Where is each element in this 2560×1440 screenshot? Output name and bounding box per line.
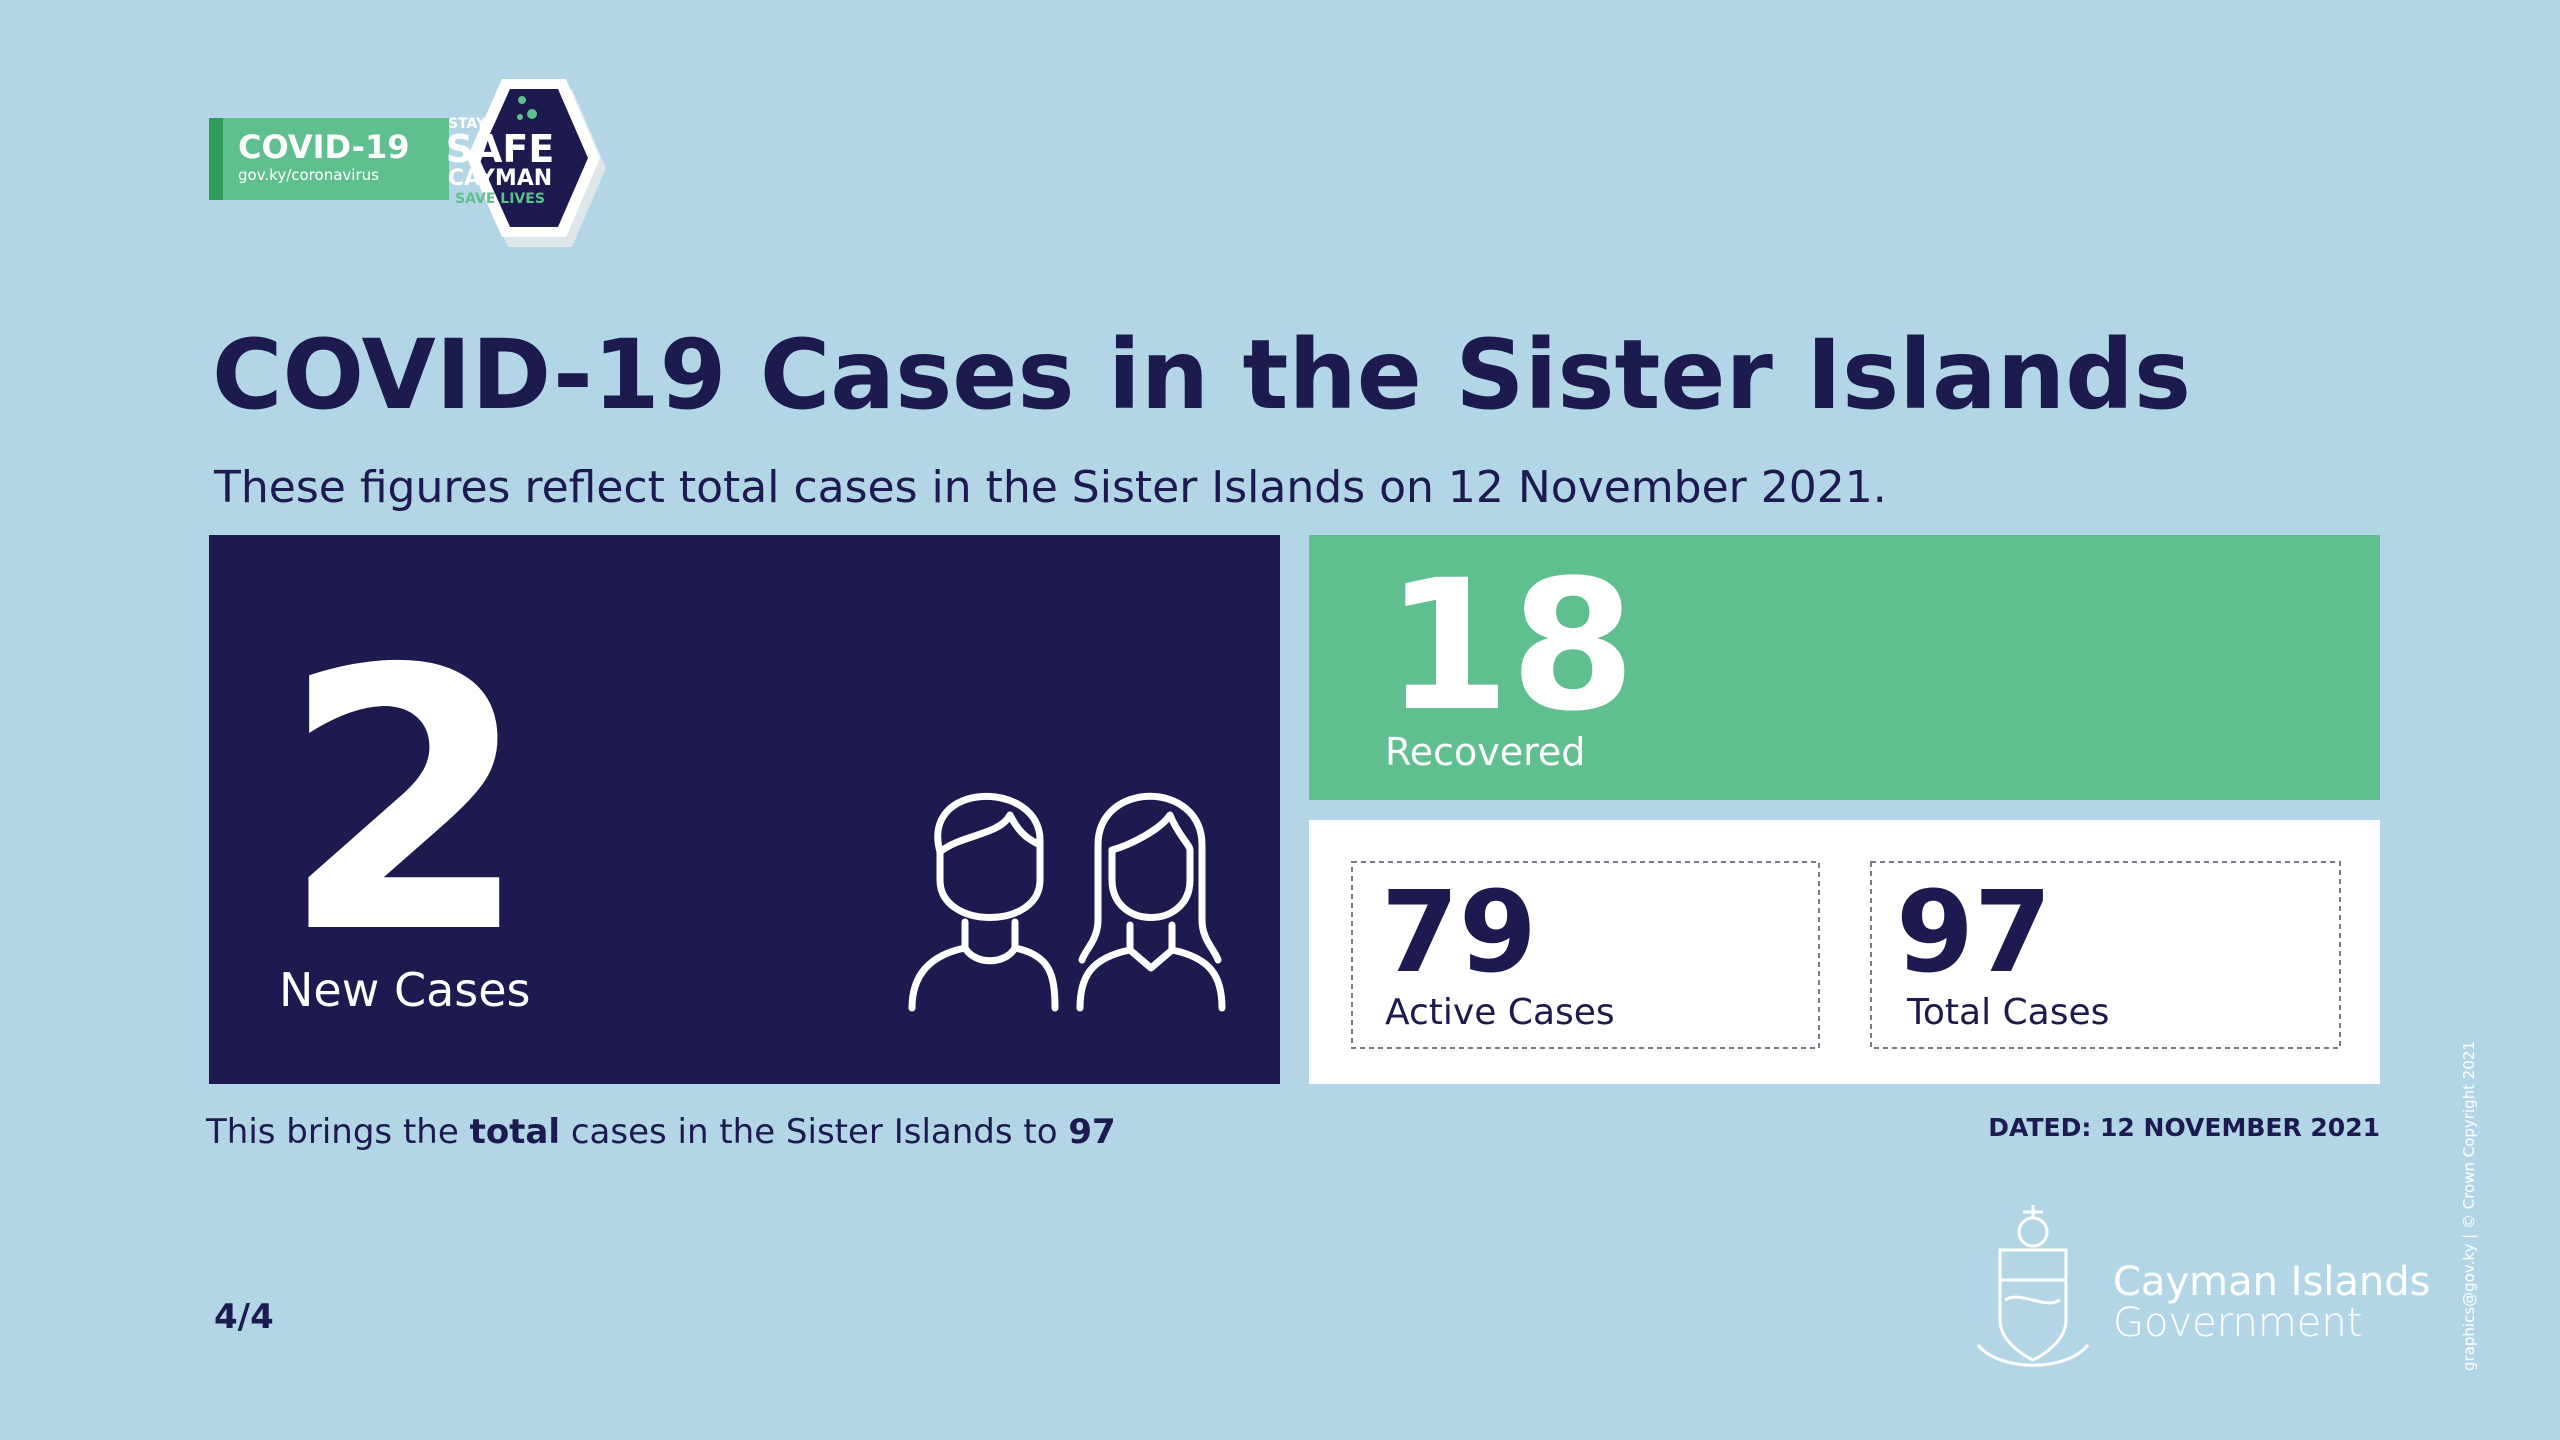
logo-dot bbox=[527, 109, 537, 119]
recovered-value: 18 bbox=[1385, 542, 1636, 751]
active-label: Active Cases bbox=[1385, 992, 1615, 1033]
active-box bbox=[1351, 861, 1820, 1049]
logo-stripe bbox=[209, 118, 223, 200]
logo-cayman: CAYMAN bbox=[448, 166, 552, 191]
active-total-panel bbox=[1309, 820, 2380, 1084]
logo-dot bbox=[517, 114, 523, 120]
new-cases-label: New Cases bbox=[279, 963, 531, 1017]
coat-of-arms bbox=[1976, 1205, 2090, 1367]
logo-stay: STAY bbox=[448, 116, 487, 132]
logo-save-lives: SAVE LIVES bbox=[455, 191, 545, 207]
new-cases-value: 2 bbox=[280, 593, 531, 1012]
logo-dot bbox=[518, 96, 526, 104]
covid-logo: COVID-19 gov.ky/coronavirus STAY SAFE CA… bbox=[209, 79, 606, 247]
summary-after: cases in the Sister Islands to bbox=[571, 1112, 1058, 1152]
copyright: graphics@gov.ky | © Crown Copyright 2021 bbox=[2460, 1041, 2478, 1371]
summary-bold: total bbox=[470, 1112, 560, 1152]
recovered-label: Recovered bbox=[1385, 730, 1585, 774]
page-number: 4/4 bbox=[214, 1297, 274, 1337]
recovered-panel bbox=[1309, 535, 2380, 800]
subtitle: These figures reflect total cases in the… bbox=[213, 462, 1887, 513]
active-value: 79 bbox=[1381, 868, 1537, 998]
logo-badge-text: COVID-19 bbox=[238, 128, 409, 166]
summary: This brings the total cases in the Siste… bbox=[205, 1112, 1116, 1152]
title: COVID-19 Cases in the Sister Islands bbox=[212, 319, 2191, 431]
logo-hex bbox=[479, 89, 588, 227]
total-box bbox=[1870, 861, 2341, 1049]
gov-line1: Cayman Islands bbox=[2113, 1259, 2431, 1305]
logo-url: gov.ky/coronavirus bbox=[238, 166, 379, 184]
people-icon bbox=[908, 792, 1226, 1012]
new-cases-panel bbox=[209, 535, 1280, 1084]
summary-total: 97 bbox=[1068, 1112, 1115, 1152]
gov-line2: Government bbox=[2113, 1300, 2362, 1346]
dated: DATED: 12 NOVEMBER 2021 bbox=[1988, 1113, 2380, 1142]
logo-badge bbox=[209, 118, 449, 200]
total-label: Total Cases bbox=[1906, 992, 2109, 1033]
logo-safe: SAFE bbox=[446, 127, 555, 171]
summary-before: This brings the bbox=[205, 1112, 459, 1152]
total-value: 97 bbox=[1896, 868, 2052, 998]
